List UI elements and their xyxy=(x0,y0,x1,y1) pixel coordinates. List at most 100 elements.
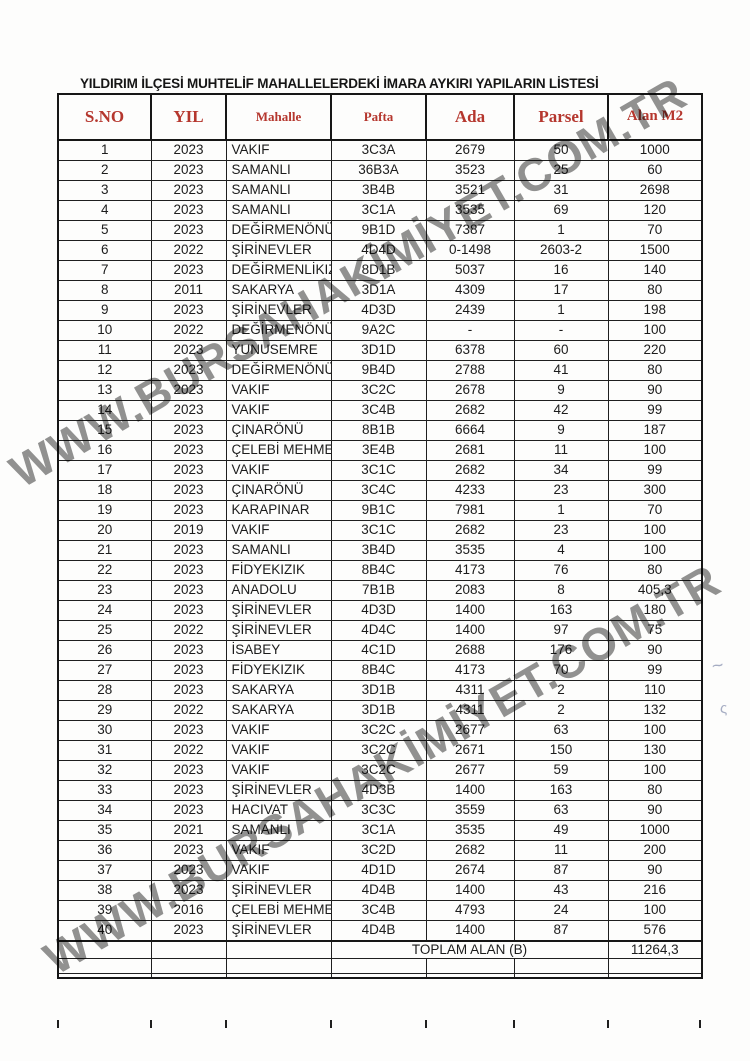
table-cell: 187 xyxy=(607,420,703,441)
table-cell: 75 xyxy=(607,620,703,641)
table-row: 22 2023 FİDYEKIZIK 8B4C 4173 76 80 xyxy=(57,560,703,581)
table-cell: FİDYEKIZIK xyxy=(225,660,332,681)
table-cell: 90 xyxy=(607,860,703,881)
table-cell: 3C2C xyxy=(330,720,427,741)
table-row: 72023DEĞİRMENLİKIZIK8D1B503716140 xyxy=(57,260,703,281)
table-cell: 2023 xyxy=(150,460,227,481)
table-cell: 2682 xyxy=(425,460,515,481)
table-cell: 140 xyxy=(607,260,703,281)
table-cell: 2011 xyxy=(150,280,227,301)
table-cell: 2019 xyxy=(150,520,227,541)
table-cell: 3E4B xyxy=(330,440,427,461)
table-cell: 80 xyxy=(607,560,703,581)
table-cell: 3D1B xyxy=(330,680,427,701)
table-cell: 28 xyxy=(57,680,152,701)
table-cell: VAKIF xyxy=(225,400,332,421)
table-cell: 42 xyxy=(513,400,609,421)
table-cell: 4D4C xyxy=(330,620,427,641)
table-cell: 9A2C xyxy=(330,320,427,341)
table-cell: 90 xyxy=(607,380,703,401)
table-cell: 41 xyxy=(513,360,609,381)
table-cell: 7B1B xyxy=(330,580,427,601)
table-cell: 8D1B xyxy=(330,260,427,281)
table-cell: KARAPINAR xyxy=(225,500,332,521)
table-cell: ŞİRİNEVLER xyxy=(225,780,332,801)
table-cell: 36 xyxy=(57,840,152,861)
table-row: 24 2023 ŞİRİNEVLER 4D3D 1400 163 180 xyxy=(57,600,703,621)
table-cell: 3C2D xyxy=(330,840,427,861)
table-cell: DEĞİRMENLİKIZIK xyxy=(225,260,332,281)
table-row: 15 2023 ÇINARÖNÜ 8B1B 6664 9 187 xyxy=(57,420,703,441)
table-cell: 163 xyxy=(513,600,609,621)
table-row: 16 2023 ÇELEBİ MEHMET 3E4B 2681 11 100 xyxy=(57,440,703,461)
table-cell: 1 xyxy=(513,300,609,321)
table-cell: 15 xyxy=(57,420,152,441)
table-body: 1 2023 VAKIF 3C3A 2679 50 1000 2 2023 SAMANLI 36B3… xyxy=(57,139,703,942)
table-cell: 63 xyxy=(513,800,609,821)
table-cell: VAKIF xyxy=(225,860,332,881)
table-cell: 100 xyxy=(607,320,703,341)
table-cell: 1400 xyxy=(425,600,515,621)
table-cell: 405,3 xyxy=(607,580,703,601)
table-cell: 216 xyxy=(607,880,703,901)
table-cell: 9B4D xyxy=(330,360,427,381)
table-cell: 18 xyxy=(57,480,152,501)
table-cell: 80 xyxy=(607,780,703,801)
table-cell: 4311 xyxy=(425,700,515,721)
table-cell: 2698 xyxy=(607,180,703,201)
table-row: 25 2022 ŞİRİNEVLER 4D4C 1400 97 75 xyxy=(57,620,703,641)
table-cell: 69 xyxy=(513,200,609,221)
table-cell: 3559 xyxy=(425,800,515,821)
table-cell: 2023 xyxy=(150,440,227,461)
table-row: 19 2023 KARAPINAR 9B1C 7981 1 70 xyxy=(57,500,703,521)
table-cell: 4 xyxy=(57,200,152,221)
table-row: 31 2022 VAKIF 3C2C 2671 150 130 xyxy=(57,740,703,761)
table-cell: 2022 xyxy=(150,240,227,261)
table-cell: 100 xyxy=(607,440,703,461)
pen-mark: ~ xyxy=(709,654,726,678)
table-cell: 100 xyxy=(607,900,703,921)
table-cell: 7 xyxy=(57,260,152,281)
pen-mark: ς xyxy=(720,700,728,717)
table-cell: 3C3C xyxy=(330,800,427,821)
table-cell: 6378 xyxy=(425,340,515,361)
table-cell: 49 xyxy=(513,820,609,841)
table-cell: 2023 xyxy=(150,720,227,741)
table-cell: 2023 xyxy=(150,200,227,221)
table-cell: ŞİRİNEVLER xyxy=(225,620,332,641)
table-cell: YUNUSEMRE xyxy=(225,340,332,361)
table-cell: 2023 xyxy=(150,500,227,521)
table-cell: 34 xyxy=(57,800,152,821)
table-cell: 7981 xyxy=(425,500,515,521)
table-cell: 6 xyxy=(57,240,152,261)
table-cell: 110 xyxy=(607,680,703,701)
column-header-sno: S.NO xyxy=(57,93,152,141)
empty-row-partial xyxy=(57,973,703,979)
table-cell: 1400 xyxy=(425,880,515,901)
table-row: 30 2023 VAKIF 3C2C 2677 63 100 xyxy=(57,720,703,741)
table-cell: SAMANLI xyxy=(225,180,332,201)
empty-row xyxy=(57,958,703,974)
table-cell: 16 xyxy=(513,260,609,281)
table-cell: 3C1C xyxy=(330,460,427,481)
table-cell: 2023 xyxy=(150,680,227,701)
table-cell: 63 xyxy=(513,720,609,741)
table-cell: 8B1B xyxy=(330,420,427,441)
table-row: 20 2019 VAKIF 3C1C 2682 23 100 xyxy=(57,520,703,541)
table-cell: 2023 xyxy=(150,860,227,881)
table-cell: 90 xyxy=(607,800,703,821)
table-cell: 23 xyxy=(57,580,152,601)
table-cell: 2674 xyxy=(425,860,515,881)
table-cell: 31 xyxy=(57,740,152,761)
table-cell: 8 xyxy=(513,580,609,601)
table-cell: 2023 xyxy=(150,800,227,821)
table-cell: DEĞİRMENÖNÜ xyxy=(225,220,332,241)
table-row: 34 2023 HACIVAT 3C3C 3559 63 90 xyxy=(57,800,703,821)
table-cell: 80 xyxy=(607,280,703,301)
table-cell: 4D4D xyxy=(330,240,427,261)
table-cell: 3D1D xyxy=(330,340,427,361)
table-cell: 17 xyxy=(513,280,609,301)
table-cell: VAKIF xyxy=(225,139,332,161)
table-cell: 2023 xyxy=(150,420,227,441)
table-cell: VAKIF xyxy=(225,460,332,481)
